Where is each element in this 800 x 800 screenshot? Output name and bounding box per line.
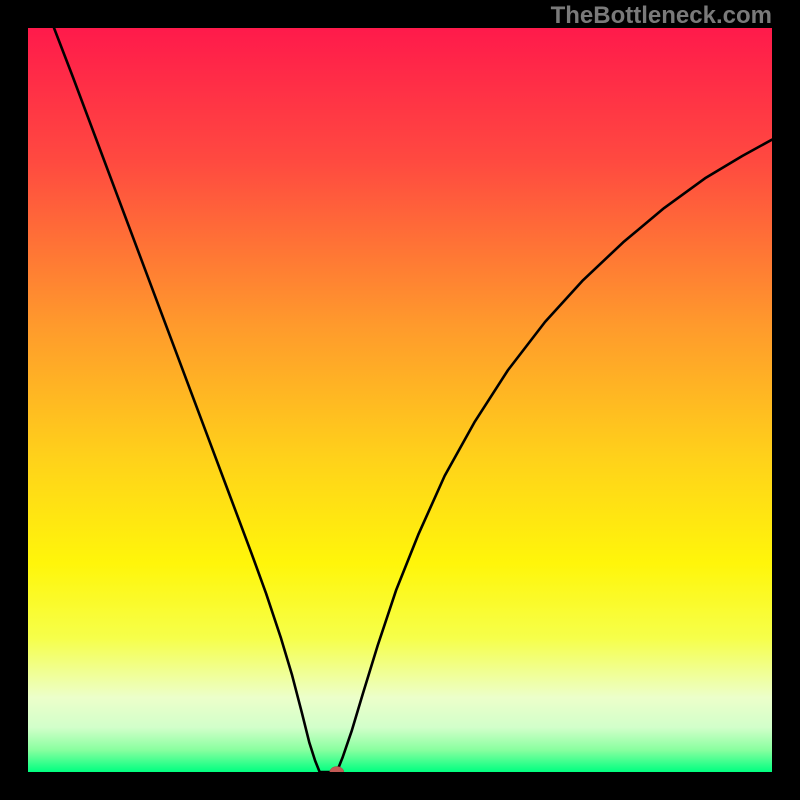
watermark-text: TheBottleneck.com bbox=[551, 2, 772, 30]
gradient-background bbox=[28, 28, 772, 772]
plot-area bbox=[28, 28, 772, 772]
plot-svg bbox=[28, 28, 772, 772]
chart-container: TheBottleneck.com bbox=[0, 0, 800, 800]
